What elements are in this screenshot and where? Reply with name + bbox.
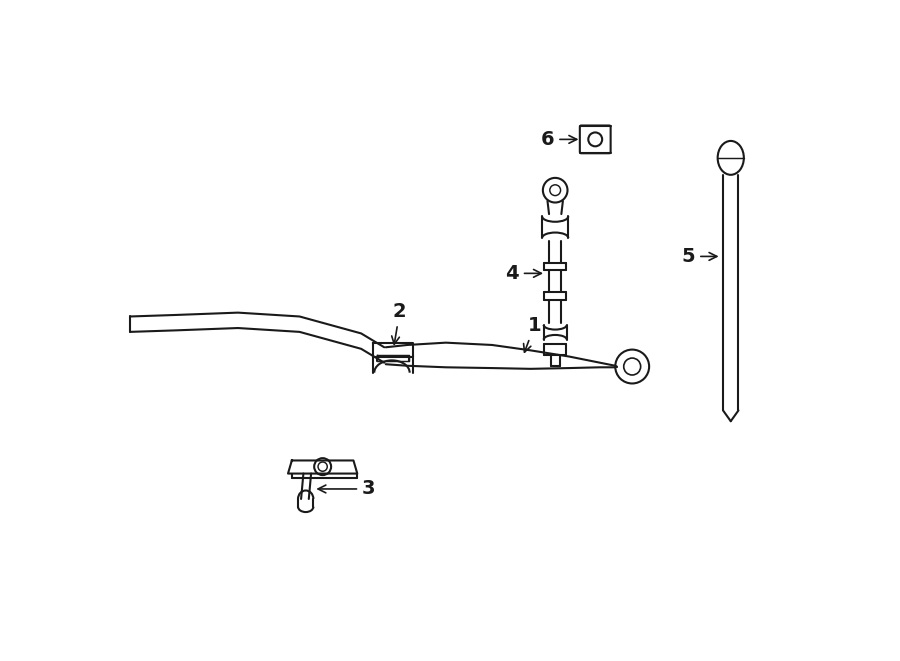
Text: 2: 2 bbox=[392, 302, 407, 344]
Text: 4: 4 bbox=[505, 264, 541, 283]
Text: 1: 1 bbox=[524, 316, 541, 352]
Text: 3: 3 bbox=[318, 479, 375, 498]
Text: 6: 6 bbox=[541, 130, 577, 149]
Text: 5: 5 bbox=[681, 247, 717, 266]
